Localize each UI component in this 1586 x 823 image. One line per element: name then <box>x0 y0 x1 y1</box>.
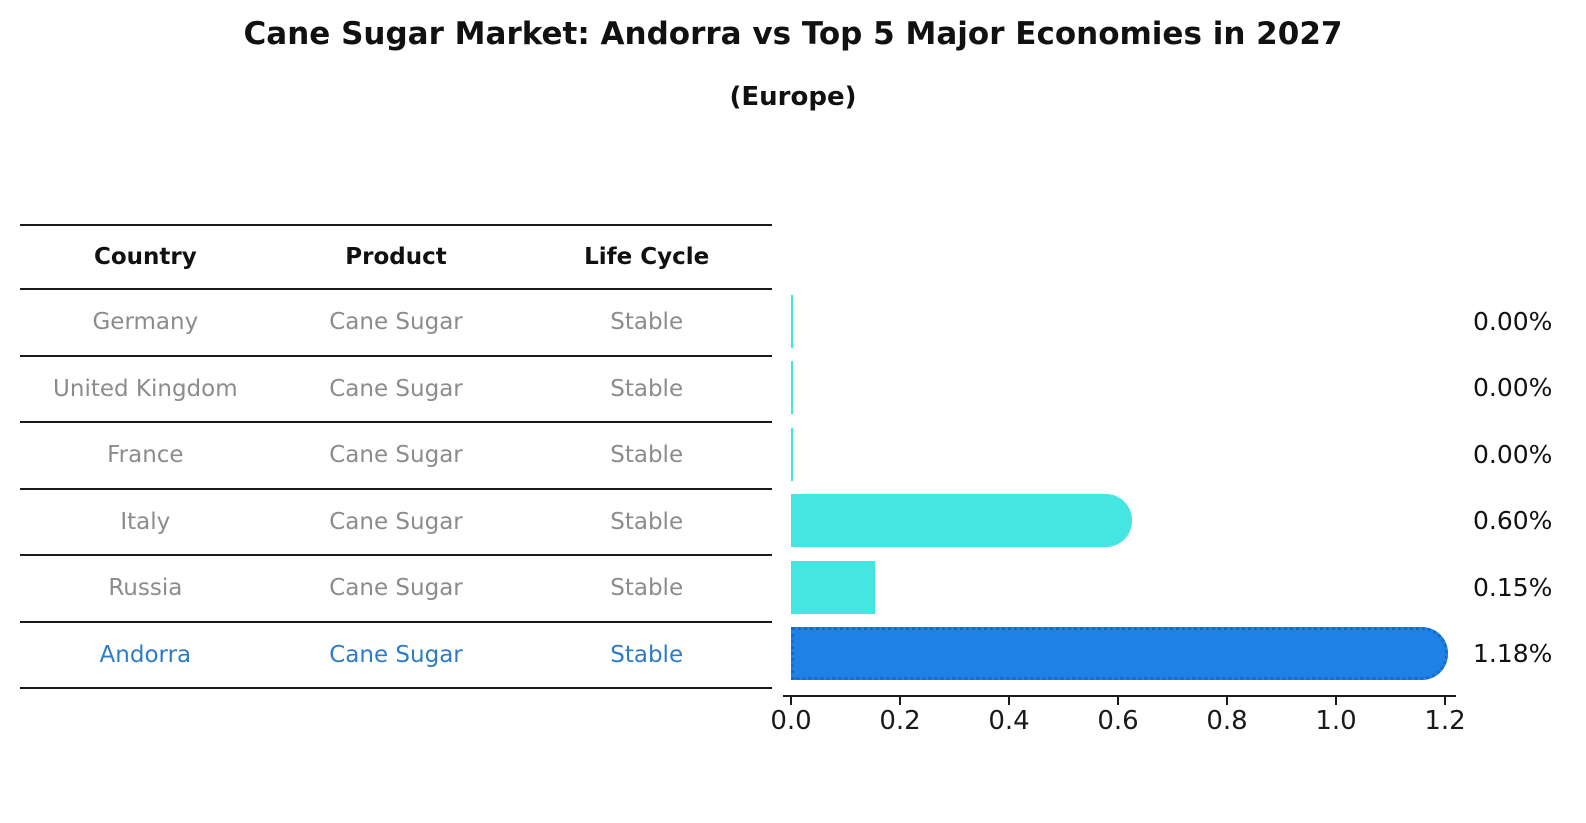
table-cell-product: Cane Sugar <box>329 575 463 602</box>
bar-france <box>791 427 793 481</box>
table-cell-country: United Kingdom <box>53 375 238 402</box>
x-axis-tick-label: 0.2 <box>879 706 921 736</box>
table-cell-life-cycle: Stable <box>610 442 684 469</box>
chart-subtitle: (Europe) <box>729 82 857 112</box>
value-label: 0.00% <box>1473 373 1553 403</box>
table-row: Andorra Cane Sugar Stable <box>20 623 772 689</box>
table-row: United Kingdom Cane Sugar Stable <box>20 357 772 423</box>
table-body: Germany Cane Sugar Stable United Kingdom Can… <box>20 290 772 689</box>
table-cell-product: Cane Sugar <box>329 309 463 336</box>
bar-andorra <box>791 627 1449 680</box>
bar-italy <box>791 494 1132 547</box>
table-cell-life-cycle: Stable <box>610 375 684 402</box>
table-header-life-cycle: Life Cycle <box>584 244 710 270</box>
chart-title: Cane Sugar Market: Andorra vs Top 5 Majo… <box>243 16 1343 52</box>
x-axis-tick-label: 0.6 <box>1097 706 1139 736</box>
table-header-row: Country Product Life Cycle <box>20 226 772 290</box>
x-axis-tick <box>1335 697 1337 705</box>
table-cell-life-cycle: Stable <box>610 575 684 602</box>
table-cell-product: Cane Sugar <box>329 375 463 402</box>
table-row: Germany Cane Sugar Stable <box>20 290 772 357</box>
table-header-product: Product <box>345 244 447 270</box>
table-row: France Cane Sugar Stable <box>20 423 772 490</box>
x-axis-tick <box>790 697 792 705</box>
value-label: 0.00% <box>1473 306 1553 336</box>
table-cell-country: Italy <box>120 508 171 535</box>
value-label: 0.00% <box>1473 439 1553 469</box>
table-cell-life-cycle: Stable <box>610 309 684 336</box>
x-axis-tick <box>1117 697 1119 705</box>
summary-table: Country Product Life Cycle Germany Cane S… <box>20 224 772 689</box>
x-axis-tick <box>1226 697 1228 705</box>
bar-united-kingdom <box>791 361 793 414</box>
value-label: 0.15% <box>1473 572 1553 602</box>
table-cell-life-cycle: Stable <box>610 508 684 535</box>
table-cell-product: Cane Sugar <box>329 508 463 535</box>
x-axis-line <box>783 695 1456 697</box>
x-axis-tick <box>1444 697 1446 705</box>
table-cell-product: Cane Sugar <box>329 442 463 469</box>
bar-russia <box>791 560 875 614</box>
x-axis-tick-label: 1.2 <box>1424 706 1466 736</box>
table-cell-life-cycle: Stable <box>610 641 684 668</box>
table-row: Italy Cane Sugar Stable <box>20 490 772 556</box>
table-cell-country: Russia <box>108 575 183 602</box>
bar-germany <box>791 294 793 348</box>
table-cell-product: Cane Sugar <box>329 641 463 668</box>
value-label: 0.60% <box>1473 506 1553 536</box>
table-cell-country: France <box>107 442 184 469</box>
x-axis-tick-label: 0.4 <box>988 706 1030 736</box>
table-cell-country: Andorra <box>99 641 192 668</box>
x-axis-tick <box>1008 697 1010 705</box>
table-row: Russia Cane Sugar Stable <box>20 556 772 623</box>
x-axis-tick-label: 1.0 <box>1315 706 1357 736</box>
table-header-country: Country <box>93 244 197 270</box>
x-axis-tick-label: 0.0 <box>770 706 812 736</box>
x-axis-tick-label: 0.8 <box>1206 706 1248 736</box>
table-cell-country: Germany <box>92 309 199 336</box>
x-axis-tick <box>899 697 901 705</box>
value-label: 1.18% <box>1473 639 1553 669</box>
